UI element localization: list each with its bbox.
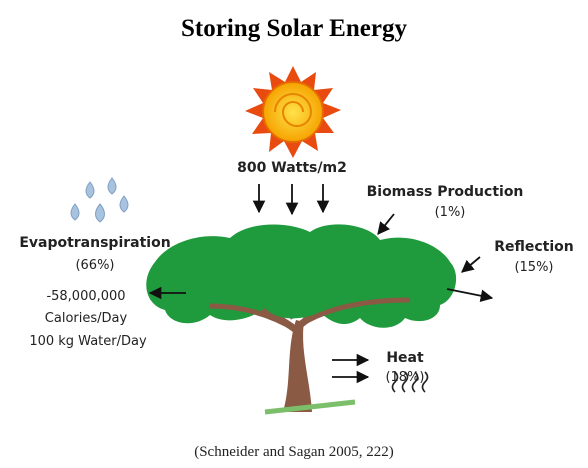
biomass-label: Biomass Production xyxy=(367,184,524,200)
sun-label: 800 Watts/m2 xyxy=(237,160,347,176)
evapo-label: Evapotranspiration xyxy=(19,235,170,251)
evapo-line: 100 kg Water/Day xyxy=(29,334,147,349)
title: Storing Solar Energy xyxy=(181,15,407,42)
reflection-label: Reflection xyxy=(494,239,574,255)
heat-label: Heat xyxy=(386,350,424,366)
evapo-line: -58,000,000 xyxy=(46,289,125,304)
diagram: Storing Solar Energy 800 Watts/m2 Biomas… xyxy=(0,0,588,468)
reflection-share: (15%) xyxy=(514,260,553,275)
biomass-share: (1%) xyxy=(435,205,466,220)
arrow xyxy=(447,289,492,298)
sun xyxy=(245,66,341,158)
drops xyxy=(71,178,128,222)
caption: (Schneider and Sagan 2005, 222) xyxy=(194,444,394,460)
evapo-share: (66%) xyxy=(75,258,114,273)
evapo-line: Calories/Day xyxy=(45,311,128,326)
arrow xyxy=(378,214,394,234)
arrow xyxy=(462,257,480,272)
